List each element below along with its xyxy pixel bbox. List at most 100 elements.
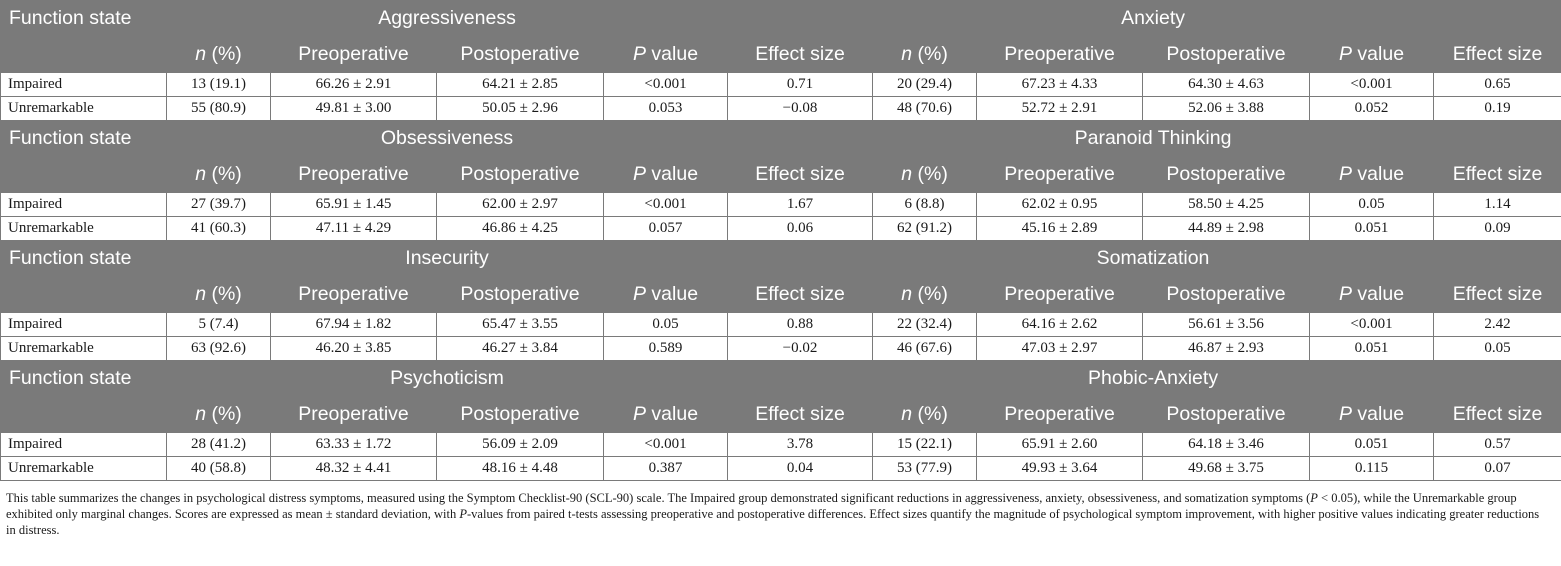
- preoperative-cell: 52.72 ± 2.91: [976, 96, 1144, 121]
- column-header-row: n (%) Preoperative Postoperative P value Eff…: [1, 36, 1561, 73]
- postoperative-header-left: Postoperative: [436, 396, 604, 433]
- table-row: Impaired 5 (7.4) 67.94 ± 1.82 65.47 ± 3.55 0…: [0, 312, 1561, 337]
- p-value-cell: <0.001: [602, 72, 729, 97]
- p-value-cell: 0.057: [602, 216, 729, 241]
- postoperative-cell: 56.09 ± 2.09: [436, 432, 604, 457]
- effect-size-header-right: Effect size: [1433, 36, 1561, 73]
- n-percent-header-left-suffix: (%): [206, 283, 242, 305]
- domain-header-right: Somatization: [872, 240, 1435, 277]
- header-spacer-cell: [1433, 360, 1561, 397]
- postoperative-cell: 52.06 ± 3.88: [1142, 96, 1311, 121]
- effect-size-header-right: Effect size: [1433, 396, 1561, 433]
- postoperative-cell: 64.30 ± 4.63: [1142, 72, 1311, 97]
- postoperative-header-right: Postoperative: [1142, 156, 1311, 193]
- n-percent-cell: 13 (19.1): [166, 72, 271, 97]
- p-value-header-right: P value: [1309, 156, 1435, 193]
- p-value-cell: 0.051: [1309, 216, 1435, 241]
- table-footnote: This table summarizes the changes in psy…: [6, 490, 1551, 538]
- effect-size-cell: −0.08: [727, 96, 874, 121]
- p-value-header-left-suffix: value: [646, 283, 699, 305]
- p-value-header-left-symbol: P: [632, 163, 646, 185]
- preoperative-header-right: Preoperative: [976, 156, 1144, 193]
- preoperative-header-right: Preoperative: [976, 36, 1144, 73]
- row-label: Impaired: [0, 312, 167, 337]
- preoperative-cell: 66.26 ± 2.91: [270, 72, 437, 97]
- block-header-row: Function state Insecurity Somatization: [0, 240, 1561, 313]
- p-value-header-right-suffix: value: [1352, 283, 1405, 305]
- preoperative-header-right: Preoperative: [976, 276, 1144, 313]
- postoperative-header-right: Postoperative: [1142, 396, 1311, 433]
- postoperative-cell: 46.86 ± 4.25: [436, 216, 604, 241]
- n-percent-cell: 41 (60.3): [166, 216, 271, 241]
- p-value-header-left: P value: [602, 396, 729, 433]
- p-value-header-left-suffix: value: [646, 403, 699, 425]
- n-percent-header-left-symbol: n: [195, 283, 207, 305]
- effect-size-header-left: Effect size: [727, 276, 874, 313]
- block-header-row: Function state Psychoticism Phobic-Anxiety: [0, 360, 1561, 433]
- p-value-header-left-symbol: P: [632, 43, 646, 65]
- postoperative-cell: 44.89 ± 2.98: [1142, 216, 1311, 241]
- p-value-cell: 0.589: [602, 336, 729, 361]
- p-value-header-left: P value: [602, 156, 729, 193]
- domain-header-left: Aggressiveness: [165, 0, 729, 37]
- block-header-row: Function state Aggressiveness Anxiety: [0, 0, 1561, 73]
- postoperative-cell: 56.61 ± 3.56: [1142, 312, 1311, 337]
- block-header-row: Function state Obsessiveness Paranoid Thin…: [0, 120, 1561, 193]
- n-percent-header-right-suffix: (%): [912, 163, 948, 185]
- table-row: Impaired 27 (39.7) 65.91 ± 1.45 62.00 ± 2.9…: [0, 192, 1561, 217]
- n-percent-header-left: n (%): [166, 396, 271, 433]
- footnote-p-symbol-1: P: [1310, 491, 1318, 505]
- n-percent-cell: 27 (39.7): [166, 192, 271, 217]
- n-percent-header-left: n (%): [166, 36, 271, 73]
- table-row: Impaired 28 (41.2) 63.33 ± 1.72 56.09 ± 2.0…: [0, 432, 1561, 457]
- preoperative-header-left: Preoperative: [270, 156, 437, 193]
- p-value-header-left-suffix: value: [646, 43, 699, 65]
- preoperative-cell: 65.91 ± 1.45: [270, 192, 437, 217]
- p-value-cell: 0.052: [1309, 96, 1435, 121]
- footnote-p-symbol-2: P: [459, 507, 468, 521]
- p-value-cell: 0.051: [1309, 336, 1435, 361]
- column-header-row: n (%) Preoperative Postoperative P value Eff…: [1, 396, 1561, 433]
- footnote-text-1: This table summarizes the changes in psy…: [6, 491, 1311, 505]
- n-percent-header-left: n (%): [166, 276, 271, 313]
- p-value-header-left: P value: [602, 36, 729, 73]
- n-percent-header-right: n (%): [872, 396, 978, 433]
- preoperative-cell: 49.93 ± 3.64: [976, 456, 1144, 481]
- n-percent-header-right-suffix: (%): [912, 43, 948, 65]
- preoperative-cell: 46.20 ± 3.85: [270, 336, 437, 361]
- p-value-header-right-symbol: P: [1339, 403, 1353, 425]
- effect-size-cell: −0.02: [727, 336, 874, 361]
- table-row: Unremarkable 55 (80.9) 49.81 ± 3.00 50.05 ±…: [0, 96, 1561, 121]
- n-percent-header-right-suffix: (%): [912, 283, 948, 305]
- effect-size-cell: 0.88: [727, 312, 874, 337]
- effect-size-cell: 1.14: [1433, 192, 1561, 217]
- column-header-row: n (%) Preoperative Postoperative P value Eff…: [1, 276, 1561, 313]
- n-percent-header-right: n (%): [872, 36, 978, 73]
- header-spacer-cell: [727, 0, 874, 37]
- n-percent-header-right: n (%): [872, 276, 978, 313]
- p-value-header-right-suffix: value: [1352, 163, 1405, 185]
- p-value-cell: <0.001: [602, 432, 729, 457]
- n-percent-header-right-symbol: n: [901, 283, 913, 305]
- n-percent-cell: 22 (32.4): [872, 312, 978, 337]
- postoperative-header-left: Postoperative: [436, 36, 604, 73]
- postoperative-cell: 65.47 ± 3.55: [436, 312, 604, 337]
- preoperative-header-left: Preoperative: [270, 396, 437, 433]
- domain-header-left: Insecurity: [165, 240, 729, 277]
- effect-size-cell: 0.04: [727, 456, 874, 481]
- n-percent-cell: 46 (67.6): [872, 336, 978, 361]
- table-row: Unremarkable 41 (60.3) 47.11 ± 4.29 46.86 ±…: [0, 216, 1561, 241]
- p-value-header-right-symbol: P: [1339, 283, 1353, 305]
- effect-size-cell: 0.09: [1433, 216, 1561, 241]
- footnote-text-3: -values from paired t-tests assessing pr…: [6, 507, 1540, 537]
- postoperative-header-left: Postoperative: [436, 276, 604, 313]
- table-body: Function state Aggressiveness Anxiety n (%)…: [0, 0, 1561, 481]
- header-spacer-cell: [727, 360, 874, 397]
- n-percent-header-left-suffix: (%): [206, 403, 242, 425]
- p-value-header-right-suffix: value: [1352, 403, 1405, 425]
- postoperative-header-right: Postoperative: [1142, 276, 1311, 313]
- p-value-cell: 0.115: [1309, 456, 1435, 481]
- n-percent-cell: 28 (41.2): [166, 432, 271, 457]
- n-percent-header-left-symbol: n: [195, 403, 207, 425]
- header-spacer-cell: [1433, 240, 1561, 277]
